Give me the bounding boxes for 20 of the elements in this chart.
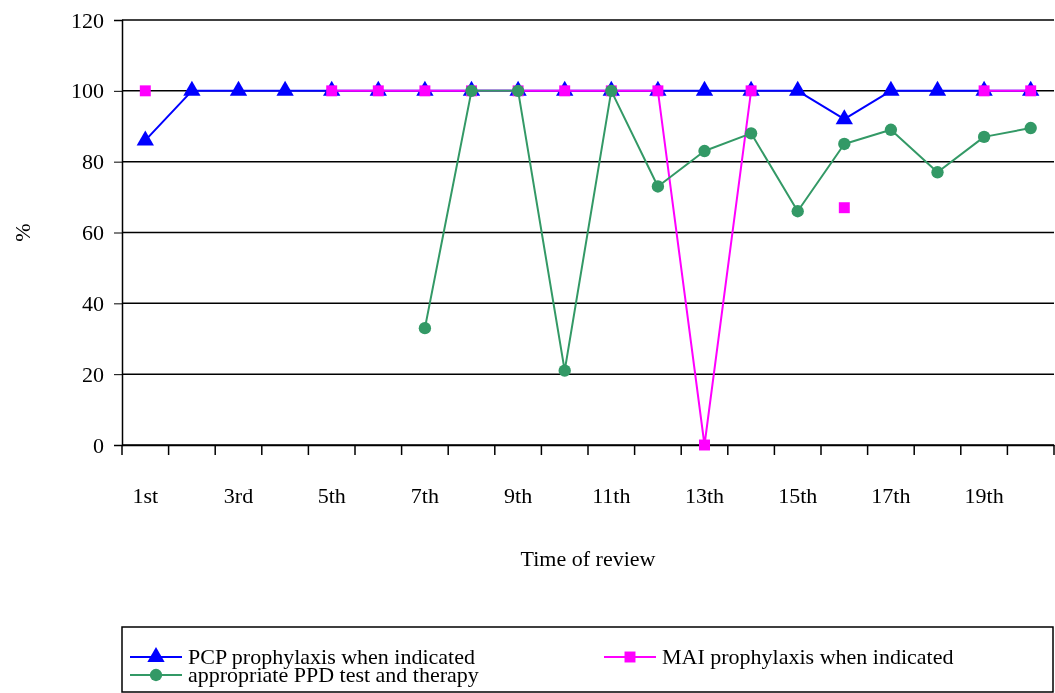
y-tick-label: 120 xyxy=(71,7,104,33)
y-tick-label: 100 xyxy=(71,78,104,104)
y-tick-label: 40 xyxy=(82,290,104,316)
x-tick-label: 19th xyxy=(964,482,1004,508)
x-tick-label: 5th xyxy=(317,482,346,508)
x-tick-label: 7th xyxy=(410,482,439,508)
x-tick-label: 9th xyxy=(504,482,533,508)
x-tick-label: 17th xyxy=(871,482,911,508)
y-axis-title: % xyxy=(10,223,35,242)
x-tick-label: 15th xyxy=(778,482,818,508)
x-tick-label: 13th xyxy=(684,482,725,508)
y-tick-label: 60 xyxy=(82,220,104,246)
x-axis-title: Time of review xyxy=(520,546,656,571)
x-tick-label: 11th xyxy=(592,482,631,508)
y-tick-label: 0 xyxy=(93,432,104,458)
y-tick-label: 20 xyxy=(82,361,104,387)
x-tick-label: 1st xyxy=(132,482,159,508)
x-tick-label: 3rd xyxy=(223,482,254,508)
legend-label: MAI prophylaxis when indicated xyxy=(662,644,954,669)
y-tick-label: 80 xyxy=(82,149,104,175)
